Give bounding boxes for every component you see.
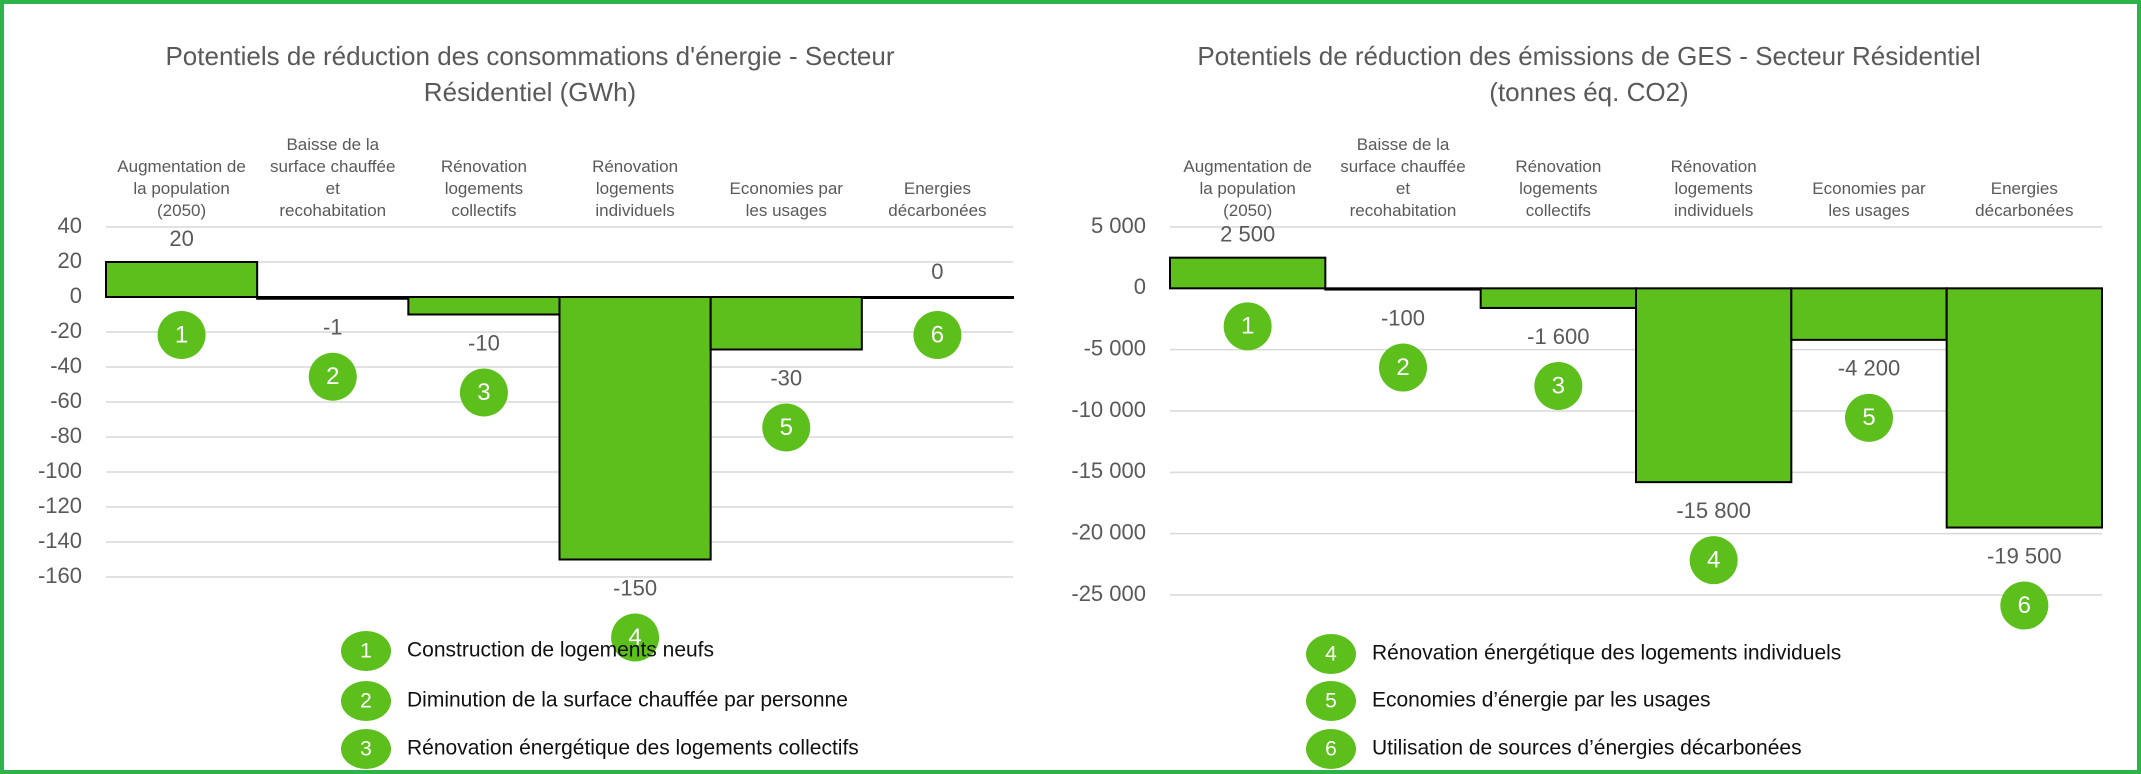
y-tick-label: -160 <box>38 563 82 588</box>
bar <box>1169 256 1327 290</box>
value-label: 0 <box>931 259 943 284</box>
y-tick-label: -40 <box>50 353 82 378</box>
badge <box>913 311 962 359</box>
legend-badge <box>1306 729 1356 769</box>
badge-number: 2 <box>326 363 339 390</box>
value-label: 2 500 <box>1220 221 1275 246</box>
legend-label: Rénovation énergétique des logements ind… <box>1372 642 1841 665</box>
value-label: -100 <box>1381 305 1425 330</box>
badge <box>308 352 357 401</box>
legend-badge <box>1306 681 1356 721</box>
bar <box>105 261 259 298</box>
bar <box>860 296 1014 299</box>
y-tick-label: -60 <box>50 388 82 413</box>
legend-badge <box>341 681 391 721</box>
badge-number: 2 <box>1396 354 1409 381</box>
badge <box>2000 581 2049 630</box>
chart-title: Potentiels de réduction des émissions de… <box>1197 41 1980 107</box>
legend-badge-number: 4 <box>1325 643 1337 666</box>
y-tick-label: -120 <box>38 493 82 518</box>
bar <box>256 296 410 300</box>
badge-number: 6 <box>2018 592 2031 619</box>
badge <box>1845 393 1893 442</box>
badge-number: 3 <box>1552 372 1565 399</box>
badge-number: 5 <box>1862 404 1875 431</box>
category-label: Augmentation de la population (2050) <box>117 157 246 220</box>
legend-badge <box>1306 634 1356 674</box>
badge <box>1223 302 1272 351</box>
y-tick-label: -80 <box>50 423 82 448</box>
y-tick-label: 40 <box>58 213 82 238</box>
badge-number: 6 <box>931 321 944 348</box>
value-label: -1 <box>323 315 343 340</box>
value-label: -1 600 <box>1527 324 1589 349</box>
category-label: Rénovation logements individuels <box>592 157 678 220</box>
legend-label: Construction de logements neufs <box>407 639 714 662</box>
badge-number: 1 <box>1241 313 1254 340</box>
legend-label: Rénovation énergétique des logements col… <box>407 737 859 760</box>
y-tick-label: -10 000 <box>1071 397 1146 422</box>
legend-badge-number: 6 <box>1325 738 1337 761</box>
y-tick-label: -20 000 <box>1071 519 1146 544</box>
y-tick-label: 0 <box>70 283 82 308</box>
value-label: -10 <box>468 330 500 355</box>
badge <box>157 311 206 359</box>
category-label: Baisse de la surface chauffée et recohabita… <box>270 135 395 220</box>
y-tick-label: 0 <box>1134 274 1146 299</box>
badge <box>1689 536 1738 585</box>
legend-badge <box>341 729 391 769</box>
badge <box>459 368 508 417</box>
value-label: -15 800 <box>1676 498 1751 523</box>
bar <box>1945 287 2103 529</box>
y-tick-label: -25 000 <box>1071 581 1146 606</box>
value-label: 20 <box>169 226 193 251</box>
badge-number: 4 <box>1707 546 1720 573</box>
y-tick-label: -20 <box>50 318 82 343</box>
badge <box>611 613 660 662</box>
value-label: -19 500 <box>1987 543 2062 568</box>
badge-number: 5 <box>780 414 793 441</box>
badge <box>1534 361 1583 410</box>
badge-number: 4 <box>628 624 641 651</box>
bar <box>407 296 561 316</box>
bar <box>558 296 712 561</box>
y-tick-label: -5 000 <box>1084 335 1146 360</box>
legend-badge <box>341 631 391 671</box>
badge-number: 3 <box>477 379 490 406</box>
category-label: Baisse de la surface chauffée et recohabita… <box>1340 135 1465 220</box>
y-tick-label: -140 <box>38 528 82 553</box>
legend-label: Economies d’énergie par les usages <box>1372 689 1711 712</box>
chart-title: Potentiels de réduction des consommation… <box>165 41 894 107</box>
badge-number: 1 <box>175 321 188 348</box>
legend-label: Diminution de la surface chauffée par pe… <box>407 689 848 712</box>
value-label: -30 <box>770 365 802 390</box>
legend-badge-number: 2 <box>360 690 372 713</box>
badge <box>762 403 811 452</box>
category-label: Augmentation de la population (2050) <box>1183 157 1312 220</box>
y-tick-label: 5 000 <box>1091 213 1146 238</box>
bar <box>1635 287 1793 484</box>
category-label: Energies décarbonées <box>888 179 986 220</box>
category-label: Rénovation logements individuels <box>1671 157 1757 220</box>
category-label: Rénovation logements collectifs <box>1515 157 1601 220</box>
category-label: Economies par les usages <box>1812 179 1926 220</box>
category-label: Energies décarbonées <box>1975 179 2073 220</box>
category-label: Rénovation logements collectifs <box>441 157 527 220</box>
bar <box>1324 287 1482 291</box>
badge <box>1379 343 1427 392</box>
legend-badge-number: 5 <box>1325 690 1337 713</box>
y-tick-label: 20 <box>58 248 82 273</box>
category-label: Economies par les usages <box>730 179 844 220</box>
bar <box>1479 287 1637 309</box>
value-label: -4 200 <box>1838 356 1900 381</box>
value-label: -150 <box>613 575 657 600</box>
legend-badge-number: 3 <box>360 738 372 761</box>
y-tick-label: -100 <box>38 458 82 483</box>
y-tick-label: -15 000 <box>1071 458 1146 483</box>
bar <box>1790 287 1948 341</box>
bar <box>709 296 863 351</box>
legend-label: Utilisation de sources d’énergies décarb… <box>1372 737 1802 760</box>
legend-badge-number: 1 <box>360 640 372 663</box>
